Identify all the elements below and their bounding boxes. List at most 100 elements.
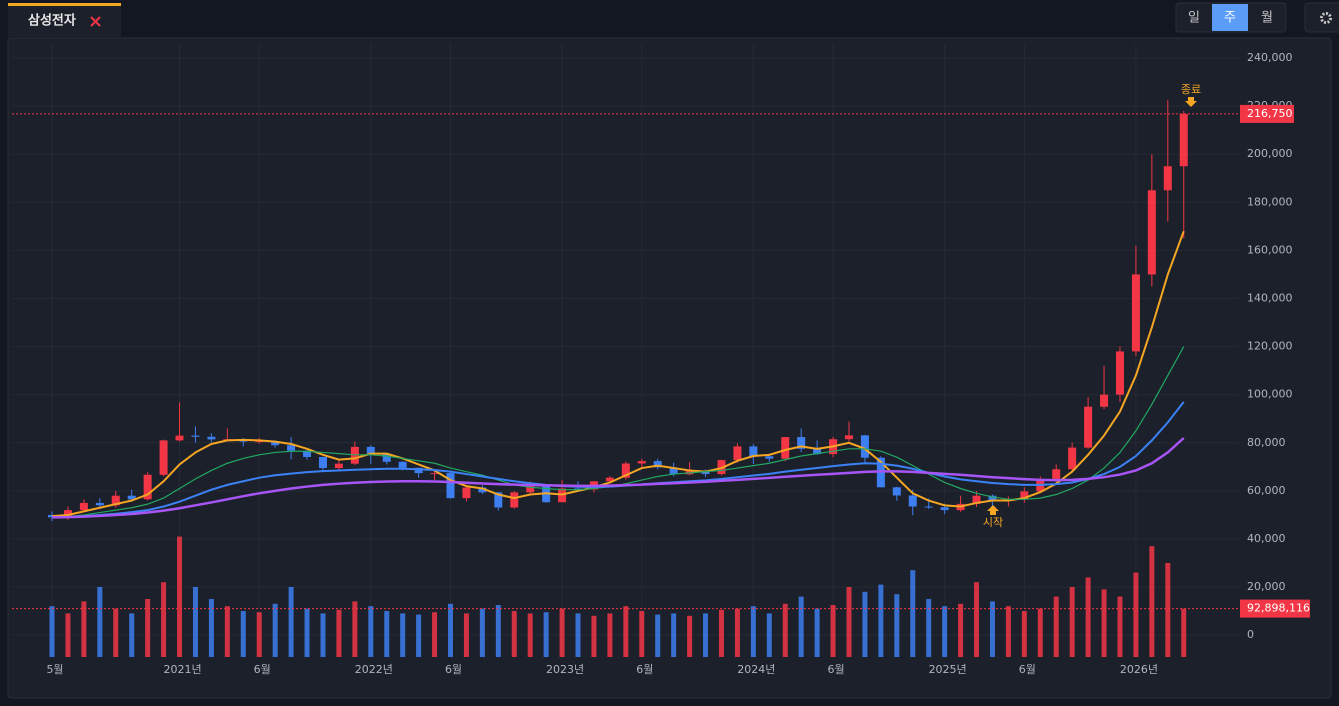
candle-body xyxy=(860,435,869,458)
volume-bar xyxy=(145,599,151,657)
candle-body xyxy=(207,436,216,440)
volume-bar xyxy=(495,605,501,657)
volume-bar xyxy=(352,601,358,657)
tab[interactable] xyxy=(8,3,121,38)
moving-average-line xyxy=(51,437,1185,519)
volume-bar xyxy=(448,603,453,657)
y-tick-label: 40,000 xyxy=(1247,532,1286,545)
period-button[interactable]: 일 xyxy=(1188,11,1200,26)
volume-bar xyxy=(718,609,724,657)
candle-body xyxy=(446,473,455,499)
volume-bar xyxy=(862,591,868,657)
volume-bar xyxy=(1165,563,1171,657)
volume-bar xyxy=(49,606,55,657)
volume-bar xyxy=(894,594,900,657)
x-tick-label: 2021년 xyxy=(163,663,201,676)
period-button[interactable]: 주 xyxy=(1224,11,1236,26)
volume-bar xyxy=(224,606,230,657)
volume-bar xyxy=(687,615,693,657)
volume-bar xyxy=(304,608,310,657)
candle-body xyxy=(765,456,774,459)
volume-bar xyxy=(846,587,852,657)
volume-bar xyxy=(782,603,788,657)
volume-bar xyxy=(814,608,820,657)
y-tick-label: 240,000 xyxy=(1247,51,1293,64)
candle-body xyxy=(1052,469,1061,479)
candle-body xyxy=(191,435,200,437)
volume-bar xyxy=(1053,596,1059,657)
candle-body xyxy=(972,495,981,504)
x-tick-label: 6월 xyxy=(1019,663,1036,676)
x-tick-label: 6월 xyxy=(827,663,844,676)
volume-bar xyxy=(368,606,374,657)
volume-bar xyxy=(272,603,278,657)
plot: 60,000 80,000 100,000 120,000 140,000 160,000… xyxy=(12,44,1310,676)
y-tick-label: 60,000 xyxy=(1247,484,1286,497)
tab-close[interactable] xyxy=(90,16,101,27)
x-tick-label: 2024년 xyxy=(737,663,775,676)
volume-bar xyxy=(655,614,661,657)
volume-bar xyxy=(208,599,214,657)
candle-body xyxy=(271,441,280,446)
volume-bar xyxy=(384,611,390,657)
volume-bar xyxy=(81,601,87,657)
volume-bar xyxy=(607,613,613,657)
volume-bar xyxy=(989,601,995,657)
y-tick-label: 140,000 xyxy=(1247,292,1293,305)
volume-bar xyxy=(703,613,709,657)
volume-bar xyxy=(240,611,246,657)
candle-body xyxy=(669,467,678,475)
volume-bar xyxy=(750,606,756,657)
candle-body xyxy=(781,437,790,459)
candle-body xyxy=(797,437,806,449)
candle-body xyxy=(382,453,391,462)
candle-body xyxy=(892,487,901,496)
last-volume-badge xyxy=(1240,599,1310,618)
y-tick-label: 120,000 xyxy=(1247,340,1293,353)
y-tick-label: 160,000 xyxy=(1247,243,1293,256)
volume-bar xyxy=(926,599,932,657)
candle-body xyxy=(908,495,917,507)
x-tick-label: 2023년 xyxy=(546,663,584,676)
y-tick-label: 80,000 xyxy=(1247,436,1286,449)
candle-body xyxy=(940,507,949,511)
candle-body xyxy=(430,473,439,475)
tab-title: 삼성전자 xyxy=(28,13,76,29)
volume-bar xyxy=(320,613,326,657)
tab-indicator xyxy=(8,3,121,6)
volume-bar xyxy=(288,587,294,657)
volume-bar xyxy=(798,596,804,657)
volume-bar xyxy=(1149,546,1155,657)
candle-body xyxy=(988,495,997,502)
volume-bar xyxy=(575,613,581,657)
volume-bar xyxy=(559,608,565,657)
volume-bar xyxy=(1085,577,1091,657)
candle-body xyxy=(414,467,423,474)
volume-bar xyxy=(416,614,422,657)
x-tick-label: 6월 xyxy=(254,663,271,676)
chart-panel xyxy=(7,37,1332,699)
volume-bar xyxy=(974,582,980,657)
period-button[interactable]: 월 xyxy=(1261,11,1273,26)
volume-bar xyxy=(432,612,438,657)
volume-bar xyxy=(830,605,836,657)
volume-bar xyxy=(479,608,485,657)
volume-bar xyxy=(766,613,772,657)
volume-bar xyxy=(1101,589,1107,657)
x-tick-label: 6월 xyxy=(636,663,653,676)
y-tick-label: 20,000 xyxy=(1247,580,1286,593)
volume-bar xyxy=(65,613,71,657)
volume-bar xyxy=(671,613,677,657)
candle-body xyxy=(1068,447,1077,470)
candle-body xyxy=(303,450,312,457)
volume-bar xyxy=(97,587,103,657)
volume-bar xyxy=(177,536,183,657)
candle-body xyxy=(924,506,933,508)
moving-average-line xyxy=(51,230,1185,518)
last-price-label: 216,750 xyxy=(1247,107,1293,120)
volume-bar xyxy=(942,606,948,657)
volume-bar xyxy=(639,611,645,657)
x-tick-label: 6월 xyxy=(445,663,462,676)
